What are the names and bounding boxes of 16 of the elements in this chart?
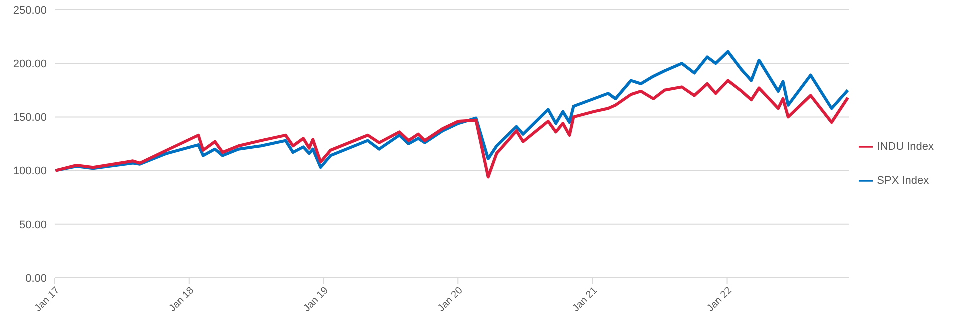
line-series: [55, 79, 850, 179]
y-tick-label: 100.00: [13, 166, 47, 178]
line-series: [55, 50, 850, 172]
y-tick-label: 250.00: [13, 4, 47, 17]
x-tick-label: Jan 21: [571, 285, 600, 314]
y-tick-label: 150.00: [13, 112, 47, 124]
x-tick-label: Jan 17: [33, 285, 62, 314]
x-tick-label: Jan 22: [705, 285, 735, 314]
legend-label: SPX Index: [877, 175, 930, 187]
x-tick-label: Jan 19: [302, 285, 332, 314]
x-tick-label: Jan 18: [168, 285, 197, 314]
y-tick-label: 0.00: [26, 272, 47, 285]
y-tick-label: 200.00: [13, 58, 47, 71]
x-tick-label: Jan 20: [436, 285, 466, 314]
y-tick-label: 50.00: [19, 219, 47, 232]
legend-label: INDU Index: [877, 141, 934, 153]
